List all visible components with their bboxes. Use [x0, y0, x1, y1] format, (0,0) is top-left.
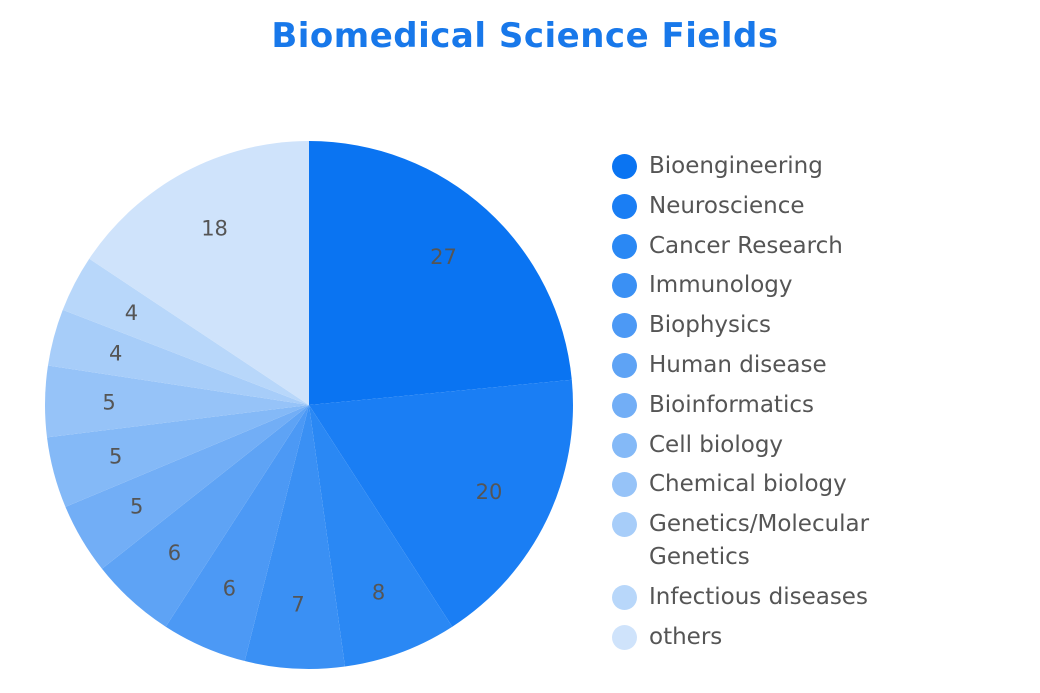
chart-title: Biomedical Science Fields	[271, 16, 779, 56]
data-label: 5	[102, 390, 115, 414]
legend-item: Neuroscience	[612, 190, 912, 223]
legend-label: Cell biology	[649, 431, 784, 458]
pie-slice-genetics-molecular-genetics	[47, 309, 310, 405]
pie-slice-biophysics	[165, 405, 309, 662]
data-label: 27	[430, 245, 457, 269]
legend-item: Immunology	[612, 269, 912, 302]
legend-swatch	[612, 624, 637, 650]
legend-swatch	[612, 392, 637, 418]
legend-item: Bioengineering	[612, 150, 912, 183]
pie-slice-infectious-diseases	[62, 258, 309, 405]
pie-slice-cancer-research	[309, 405, 453, 667]
legend-item: Infectious diseases	[612, 581, 912, 614]
data-label: 20	[476, 480, 503, 504]
legend-item: Biophysics	[612, 309, 912, 342]
pie-slice-human-disease	[101, 405, 309, 627]
legend-label: Chemical biology	[649, 471, 847, 498]
legend-swatch	[612, 193, 637, 219]
legend-label: Infectious diseases	[649, 583, 868, 610]
legend-label: Genetics/Molecular Genetics	[649, 511, 870, 571]
legend-label: Neuroscience	[649, 192, 805, 219]
data-label: 5	[109, 444, 122, 468]
legend-item: others	[612, 621, 912, 654]
legend-label: Human disease	[649, 351, 827, 378]
data-label: 4	[109, 342, 122, 366]
legend-item: Cell biology	[612, 429, 912, 462]
data-label: 7	[291, 593, 304, 617]
legend-swatch	[612, 472, 637, 498]
legend-label: others	[649, 623, 723, 650]
pie-slice-immunology	[244, 405, 345, 670]
pie-slice-neuroscience	[309, 379, 573, 627]
legend-item: Genetics/Molecular Genetics	[612, 508, 912, 574]
legend-label: Cancer Research	[649, 232, 843, 259]
pie-slice-cell-biology	[46, 405, 309, 507]
legend-item: Cancer Research	[612, 230, 912, 263]
legend-item: Bioinformatics	[612, 389, 912, 422]
legend-swatch	[612, 154, 637, 179]
data-label: 6	[168, 541, 181, 565]
legend-swatch	[612, 584, 637, 610]
data-label: 18	[201, 217, 228, 241]
legend-swatch	[612, 352, 637, 378]
pie-slice-bioengineering	[309, 141, 572, 405]
legend-label: Bioinformatics	[649, 391, 814, 418]
legend-label: Biophysics	[649, 312, 772, 339]
chart-legend: Bioengineering Neuroscience Cancer Researc…	[612, 150, 912, 661]
legend-swatch	[612, 432, 637, 458]
legend-item: Chemical biology	[612, 468, 912, 501]
legend-label: Bioengineering	[649, 153, 823, 179]
data-label: 6	[223, 576, 236, 600]
legend-swatch	[612, 313, 637, 339]
data-label: 4	[125, 301, 138, 325]
legend-item: Human disease	[612, 349, 912, 382]
data-label: 8	[372, 581, 385, 605]
pie-slice-bioinformatics	[65, 405, 309, 569]
legend-swatch	[612, 233, 637, 259]
data-label: 5	[130, 495, 143, 519]
pie-slice-others	[89, 141, 310, 405]
legend-swatch	[612, 512, 637, 538]
pie-slice-chemical-biology	[45, 365, 310, 438]
legend-swatch	[612, 273, 637, 299]
legend-label: Immunology	[649, 272, 793, 299]
